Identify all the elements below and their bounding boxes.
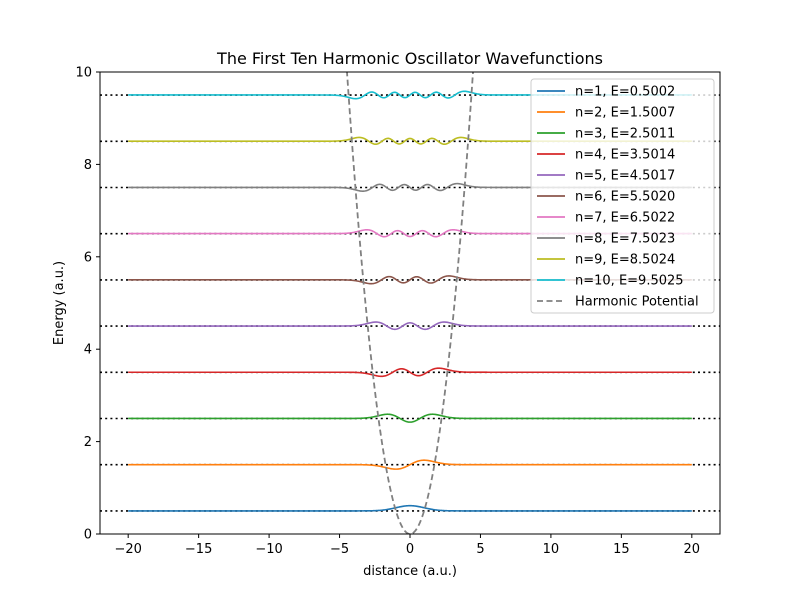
- legend-label: n=10, E=9.5025: [575, 274, 684, 289]
- y-tick-label: 2: [84, 435, 92, 450]
- x-tick-label: −15: [185, 542, 212, 557]
- y-tick-label: 8: [84, 158, 92, 173]
- legend-label: n=4, E=3.5014: [575, 148, 675, 163]
- legend-label: n=5, E=4.5017: [575, 169, 675, 184]
- y-axis: 0 2 4 6 8 10: [75, 66, 100, 543]
- legend-label: Harmonic Potential: [575, 295, 699, 310]
- series-line-n1: [128, 504, 692, 512]
- legend-label: n=7, E=6.5022: [575, 211, 675, 226]
- series-line-n3: [128, 413, 692, 423]
- x-tick-label: 10: [543, 542, 560, 557]
- y-tick-label: 6: [84, 250, 92, 265]
- legend-label: n=3, E=2.5011: [575, 127, 675, 142]
- potential-curve-group: [346, 72, 474, 534]
- x-tick-label: 0: [406, 542, 414, 557]
- legend-label: n=9, E=8.5024: [575, 253, 675, 268]
- legend-label: n=2, E=1.5007: [575, 106, 675, 121]
- x-tick-label: −20: [114, 542, 141, 557]
- x-tick-label: 5: [476, 542, 484, 557]
- series-line-n5: [128, 321, 692, 331]
- y-tick-label: 0: [84, 528, 92, 543]
- x-tick-label: 15: [613, 542, 630, 557]
- legend: n=1, E=0.5002 n=2, E=1.5007 n=3, E=2.5011 n…: [530, 78, 715, 314]
- y-tick-label: 4: [84, 343, 92, 358]
- series-line-n2: [128, 459, 692, 470]
- legend-label: n=1, E=0.5002: [575, 85, 675, 100]
- legend-box: [530, 78, 715, 314]
- legend-label: n=8, E=7.5023: [575, 232, 675, 247]
- y-tick-label: 10: [75, 66, 92, 81]
- x-tick-label: 20: [684, 542, 701, 557]
- x-tick-label: −10: [255, 542, 282, 557]
- y-axis-label: Energy (a.u.): [52, 261, 67, 345]
- x-axis-label: distance (a.u.): [363, 564, 457, 579]
- series-line-n4: [128, 367, 692, 378]
- legend-label: n=6, E=5.5020: [575, 190, 675, 205]
- x-axis: −20 −15 −10 −5 0 5 10 15 20: [114, 534, 700, 557]
- harmonic-potential-curve: [346, 72, 474, 534]
- x-tick-label: −5: [330, 542, 349, 557]
- chart-title: The First Ten Harmonic Oscillator Wavefu…: [216, 49, 603, 68]
